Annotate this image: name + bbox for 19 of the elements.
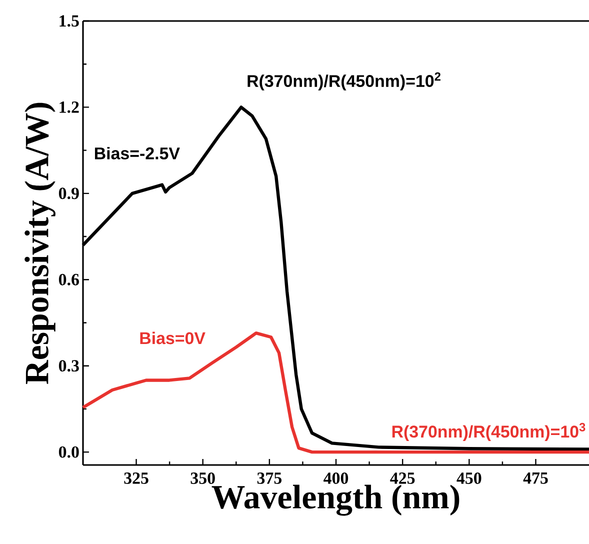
x-tick-label: 375 [257,472,282,484]
y-tick-label: 0.6 [58,274,79,286]
y-tick-label: 0.0 [58,446,79,458]
y-tick-label: 0.9 [58,188,79,200]
annotation: R(370nm)/R(450nm)=10$^{2}$ [248,72,440,90]
y-tick-label: 1.5 [60,15,79,27]
series-label: Bias=-2.5V [94,146,180,160]
y-tick-label: 0.3 [58,360,79,372]
y-axis-title: Responsivity (A/W) [24,102,56,384]
x-tick-label: 325 [124,472,148,484]
annotation: R(370nm)/R(450nm)=10$^{3}$ [392,422,586,441]
x-tick-label: 400 [324,472,348,484]
x-tick-label: 350 [190,472,215,484]
x-tick-label: 450 [456,472,482,484]
series-label: Bias=0V [140,332,206,344]
x-tick-label: 475 [523,472,548,484]
y-tick-label: 1.2 [60,101,79,113]
x-axis-title: Wavelength (nm) [212,484,460,516]
x-tick-label: 425 [390,472,415,484]
